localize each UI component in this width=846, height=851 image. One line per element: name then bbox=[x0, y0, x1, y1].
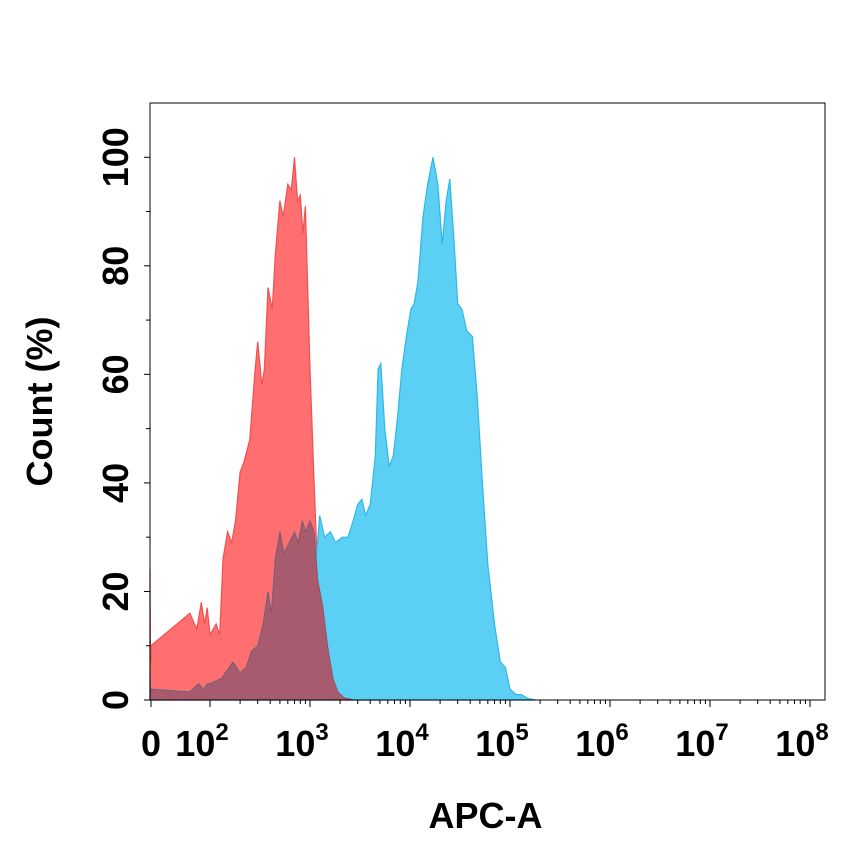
series-layer bbox=[149, 157, 536, 701]
x-tick-label: 107 bbox=[675, 719, 728, 764]
x-tick-label: 103 bbox=[275, 719, 328, 764]
axes-layer: 0 20 40 60 80 100 0 102 103 104 105 106 107 108 bbox=[95, 127, 829, 764]
x-axis-title: APC-A bbox=[429, 795, 543, 836]
x-tick-label: 106 bbox=[575, 719, 628, 764]
x-tick-label: 105 bbox=[475, 719, 528, 764]
x-tick-label: 108 bbox=[775, 719, 828, 764]
y-tick-label: 0 bbox=[95, 690, 136, 710]
y-tick-label: 40 bbox=[95, 463, 136, 503]
y-tick-label: 80 bbox=[95, 246, 136, 286]
y-tick-label: 60 bbox=[95, 354, 136, 394]
y-tick-label: 20 bbox=[95, 571, 136, 611]
x-tick-label: 104 bbox=[375, 719, 429, 764]
y-axis-title: Count (%) bbox=[19, 317, 60, 487]
x-tick-label: 0 bbox=[141, 723, 161, 764]
x-tick-label: 102 bbox=[175, 719, 228, 764]
y-tick-label: 100 bbox=[95, 127, 136, 187]
series-overlap-histogram bbox=[149, 519, 355, 701]
